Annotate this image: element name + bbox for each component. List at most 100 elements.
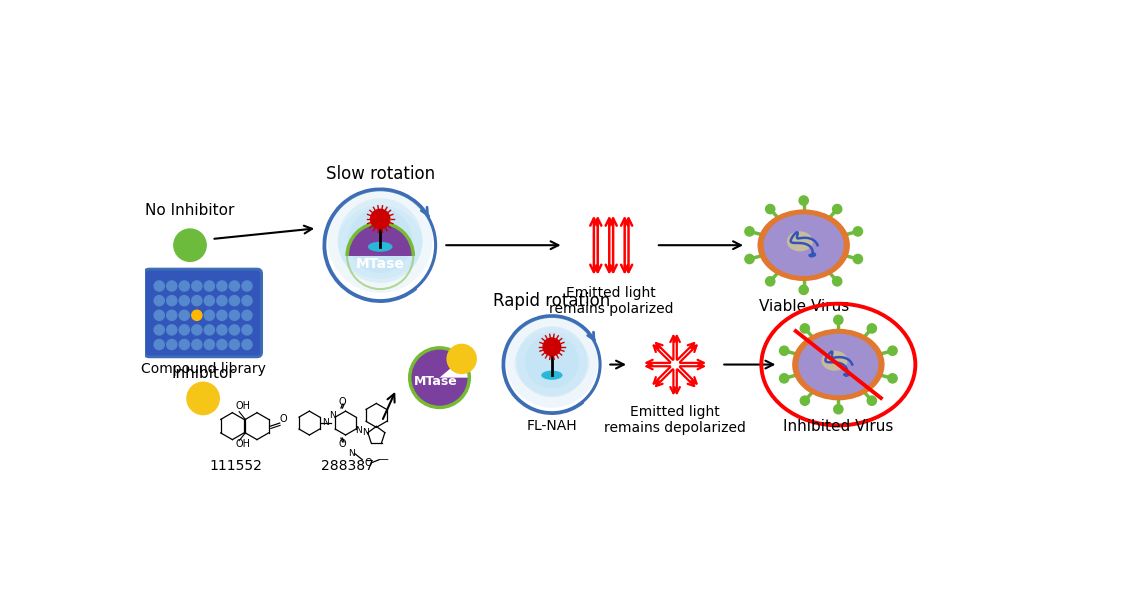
Circle shape xyxy=(744,227,755,236)
Circle shape xyxy=(447,344,477,374)
Text: OH: OH xyxy=(235,401,251,411)
Circle shape xyxy=(154,339,164,350)
Circle shape xyxy=(166,325,177,335)
Circle shape xyxy=(799,196,808,205)
Circle shape xyxy=(853,255,863,264)
Wedge shape xyxy=(410,348,469,407)
Circle shape xyxy=(217,296,227,305)
Circle shape xyxy=(154,310,164,321)
Circle shape xyxy=(832,277,841,286)
Circle shape xyxy=(780,374,789,383)
Text: —: — xyxy=(378,454,389,464)
Circle shape xyxy=(204,339,214,350)
Circle shape xyxy=(800,324,809,333)
Circle shape xyxy=(179,281,189,291)
Circle shape xyxy=(868,396,877,405)
Circle shape xyxy=(506,316,598,408)
Circle shape xyxy=(337,198,423,283)
Ellipse shape xyxy=(757,210,850,281)
Circle shape xyxy=(229,339,239,350)
Text: MTase: MTase xyxy=(356,257,405,271)
Circle shape xyxy=(766,277,775,286)
Ellipse shape xyxy=(515,331,589,395)
Text: N: N xyxy=(355,426,361,435)
Text: N: N xyxy=(348,449,355,458)
Circle shape xyxy=(192,281,202,291)
Ellipse shape xyxy=(542,371,562,380)
Ellipse shape xyxy=(792,328,885,401)
Circle shape xyxy=(204,325,214,335)
Text: N: N xyxy=(323,418,329,427)
Circle shape xyxy=(526,335,579,388)
FancyBboxPatch shape xyxy=(145,269,261,357)
Circle shape xyxy=(888,374,897,383)
Circle shape xyxy=(179,339,189,350)
Circle shape xyxy=(154,296,164,305)
Circle shape xyxy=(179,296,189,305)
Circle shape xyxy=(242,339,252,350)
Circle shape xyxy=(868,324,877,333)
Circle shape xyxy=(204,281,214,291)
Ellipse shape xyxy=(337,205,423,279)
Circle shape xyxy=(888,346,897,355)
Circle shape xyxy=(166,310,177,321)
Text: Viable Virus: Viable Virus xyxy=(758,299,849,315)
Circle shape xyxy=(853,227,863,236)
Circle shape xyxy=(328,188,432,293)
Circle shape xyxy=(229,325,239,335)
Text: O: O xyxy=(339,397,347,407)
Text: Inhibited Virus: Inhibited Virus xyxy=(783,419,894,434)
Circle shape xyxy=(179,325,189,335)
Circle shape xyxy=(173,229,206,261)
Circle shape xyxy=(217,325,227,335)
Circle shape xyxy=(179,310,189,321)
Ellipse shape xyxy=(368,242,392,251)
Circle shape xyxy=(543,338,562,356)
Circle shape xyxy=(192,339,202,350)
Text: Emitted light
remains polarized: Emitted light remains polarized xyxy=(549,285,674,316)
Text: Emitted light
remains depolarized: Emitted light remains depolarized xyxy=(604,405,746,435)
Circle shape xyxy=(192,310,202,321)
Text: Compound library: Compound library xyxy=(140,362,266,376)
Circle shape xyxy=(166,339,177,350)
Text: OH: OH xyxy=(235,439,251,449)
Circle shape xyxy=(744,255,755,264)
Circle shape xyxy=(242,310,252,321)
Circle shape xyxy=(229,281,239,291)
Ellipse shape xyxy=(787,231,813,251)
Text: Rapid rotation: Rapid rotation xyxy=(494,291,611,310)
Circle shape xyxy=(766,204,775,214)
Text: N: N xyxy=(329,411,336,421)
Text: 111552: 111552 xyxy=(209,459,262,473)
Circle shape xyxy=(325,190,435,301)
Text: 288387: 288387 xyxy=(321,459,374,473)
Circle shape xyxy=(187,382,219,415)
Circle shape xyxy=(204,296,214,305)
Circle shape xyxy=(832,204,841,214)
Circle shape xyxy=(229,296,239,305)
Text: O: O xyxy=(365,458,373,468)
Circle shape xyxy=(504,316,600,413)
Circle shape xyxy=(348,208,413,273)
Ellipse shape xyxy=(822,351,847,371)
Circle shape xyxy=(217,339,227,350)
Circle shape xyxy=(242,281,252,291)
Circle shape xyxy=(204,310,214,321)
Circle shape xyxy=(217,310,227,321)
Text: FL-NAH: FL-NAH xyxy=(527,419,577,433)
Circle shape xyxy=(242,325,252,335)
Circle shape xyxy=(833,315,842,324)
Text: Inhibitor: Inhibitor xyxy=(171,366,235,381)
Circle shape xyxy=(516,326,587,397)
Circle shape xyxy=(166,296,177,305)
Circle shape xyxy=(192,325,202,335)
Text: O: O xyxy=(339,439,347,449)
Circle shape xyxy=(800,396,809,405)
Circle shape xyxy=(780,346,789,355)
Wedge shape xyxy=(348,224,413,256)
Text: MTase: MTase xyxy=(414,375,457,388)
Circle shape xyxy=(217,281,227,291)
Circle shape xyxy=(229,310,239,321)
Text: No Inhibitor: No Inhibitor xyxy=(145,203,235,218)
Circle shape xyxy=(154,325,164,335)
